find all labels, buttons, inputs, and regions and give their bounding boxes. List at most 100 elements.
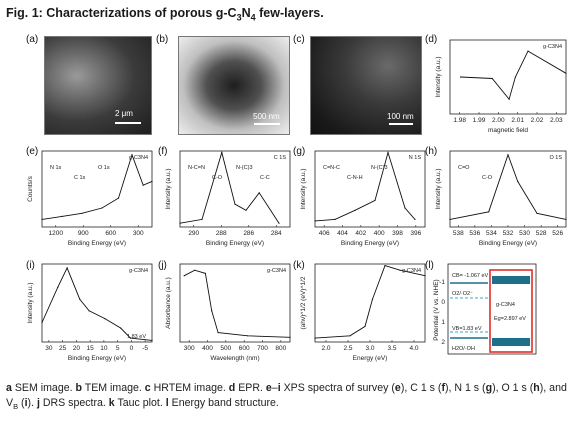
axes-box: [314, 150, 426, 228]
x-tick-label: 290: [188, 230, 199, 237]
peak-label: N-(C)3: [236, 165, 253, 171]
hrtem-image: 100 nm: [310, 36, 422, 135]
legend-label: O 1S: [549, 155, 562, 161]
data-point: [364, 325, 366, 327]
axes-box: [314, 263, 426, 343]
x-tick-label: 528: [536, 230, 547, 237]
panel-d-label: (d): [425, 34, 438, 45]
data-point: [424, 275, 426, 277]
x-tick-label: 288: [216, 230, 227, 237]
o2-label: O2/·O2⁻: [452, 291, 473, 297]
panel-h-label: (h): [425, 146, 438, 157]
x-tick-label: 1200: [49, 230, 64, 237]
x-axis-label: Binding Energy (eV): [206, 240, 264, 247]
data-point: [459, 76, 462, 78]
data-point: [234, 203, 236, 205]
tauc-chart: 2.0 2.5 3.0 3.5 4.0 Energy (eV) (ahν)^1/2 (eV)…: [300, 263, 426, 362]
data-point: [41, 321, 43, 324]
peak-label: C-C: [260, 175, 270, 181]
data-point: [527, 50, 529, 52]
peak-label: C-N-H: [347, 175, 363, 181]
series-line: [41, 266, 153, 341]
legend-label: g-C3N4: [267, 268, 286, 274]
x-tick-label: 530: [519, 230, 530, 237]
data-point: [258, 192, 260, 194]
x-tick-label: 3.5: [387, 345, 396, 352]
data-point: [517, 180, 519, 182]
x-tick-label: 15: [87, 345, 95, 352]
peak-label: C-O: [482, 175, 493, 181]
data-point: [88, 310, 90, 312]
figure-title: Fig. 1: Characterizations of porous g-C3…: [6, 6, 324, 23]
x-tick-label: 600: [105, 230, 116, 237]
series-line: [449, 153, 567, 220]
legend-label: g-C3N4: [129, 268, 148, 274]
data-point: [349, 335, 351, 337]
panel-f-label: (f): [158, 146, 168, 157]
bandgap-label: Eg=2.897 eV: [494, 316, 526, 322]
vb-label: VB=1.83 eV: [452, 326, 482, 332]
panel-b-label: (b): [156, 34, 169, 45]
x-tick-label: 700: [257, 345, 268, 352]
sem-image: 2 μm: [44, 36, 152, 135]
data-point: [142, 184, 144, 186]
x-tick-label: 396: [410, 230, 421, 237]
x-tick-label: 1.99: [473, 117, 486, 124]
x-tick-label: 300: [133, 230, 144, 237]
series-line: [41, 153, 153, 220]
x-tick-label: 900: [78, 230, 89, 237]
x-tick-label: 4.0: [409, 345, 418, 352]
panel-g-label: (g): [293, 146, 306, 157]
panel-i-label: (i): [26, 260, 35, 271]
data-point: [120, 327, 122, 329]
panel-c-label: (c): [293, 34, 305, 45]
axes-box: [449, 39, 567, 115]
data-point: [289, 336, 291, 338]
data-point: [334, 218, 336, 220]
data-point: [449, 218, 451, 220]
peak-label: C=N-C: [323, 165, 340, 171]
data-point: [41, 218, 43, 220]
x-axis-label: Binding Energy (eV): [68, 355, 126, 362]
x-tick-label: 20: [73, 345, 81, 352]
x-axis-label: Wavelength (nm): [210, 355, 259, 362]
axes-box: [179, 263, 291, 343]
x-tick-label: 2.03: [550, 117, 563, 124]
xps-vb-chart: 30 25 20 15 10 5 0 -5 Binding Energy (eV) Intensi…: [27, 263, 153, 362]
x-axis-label: magnetic field: [488, 127, 528, 134]
axes-box: [447, 263, 537, 355]
y-axis-label: Intensity (a.u.): [27, 282, 34, 323]
x-tick-label: 30: [45, 345, 53, 352]
data-point: [101, 207, 103, 209]
y-axis-label: Intensity (a.u.): [435, 168, 442, 209]
data-point: [245, 209, 247, 211]
data-point: [247, 335, 249, 337]
x-axis-label: Binding Energy (eV): [479, 240, 537, 247]
data-point: [314, 220, 316, 222]
data-point: [508, 98, 510, 100]
data-point: [565, 72, 567, 74]
y-tick: 2: [441, 339, 445, 346]
x-tick-label: 300: [184, 345, 195, 352]
vb-annotation: 1.83 eV: [127, 334, 146, 340]
legend-label: g-C3N4: [129, 155, 148, 161]
figure-caption: a SEM image. b TEM image. c HRTEM image.…: [6, 382, 567, 412]
x-tick-label: 1.98: [453, 117, 466, 124]
peak-label: N-(C)3: [371, 165, 388, 171]
x-tick-label: 532: [503, 230, 514, 237]
panel-j-label: (j): [158, 260, 167, 271]
panel-l-label: (l): [425, 260, 434, 271]
scale-label: 500 nm: [253, 112, 280, 121]
data-point: [117, 197, 120, 199]
legend-label: g-C3N4: [543, 44, 562, 50]
data-point: [404, 207, 406, 209]
panel-e-label: (e): [26, 146, 39, 157]
x-axis-label: Binding Energy (eV): [341, 240, 399, 247]
x-tick-label: 400: [374, 230, 385, 237]
x-tick-label: 2.00: [492, 117, 505, 124]
cb-label: CB= -1.067 eV: [452, 273, 489, 279]
xps-c1s-chart: 290 288 286 284 Binding Energy (eV) Intensity…: [165, 150, 291, 247]
x-tick-label: -5: [142, 345, 148, 352]
data-point: [491, 77, 493, 80]
peak-label: N 1s: [50, 165, 62, 171]
